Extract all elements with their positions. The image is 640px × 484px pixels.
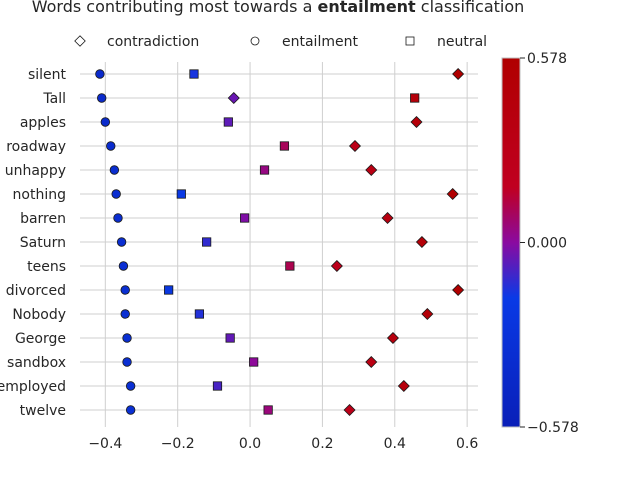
series-contradiction — [227, 67, 465, 417]
y-tick-label: employed — [0, 379, 66, 395]
contradiction-point — [330, 259, 343, 273]
legend-marker — [250, 36, 260, 46]
y-tick-label: unhappy — [5, 163, 66, 179]
neutral-point — [410, 93, 420, 103]
entailment-point — [95, 69, 105, 79]
contradiction-point — [365, 355, 378, 369]
colorbar: 0.578 0.000 −0.578 — [501, 51, 579, 436]
neutral-point — [259, 165, 270, 175]
neutral-point — [176, 189, 186, 199]
entailment-point — [116, 237, 127, 247]
colorbar-tick-label: 0.578 — [527, 51, 567, 67]
contradiction-point — [452, 67, 465, 81]
contradiction-point — [446, 187, 459, 201]
entailment-point — [113, 213, 123, 223]
chart-title-suffix: classification — [416, 0, 525, 16]
contradiction-point — [343, 403, 356, 417]
contradiction-point — [452, 283, 465, 297]
x-tick-label: −0.2 — [161, 436, 195, 452]
y-tick-label: apples — [20, 115, 66, 131]
y-tick-label: barren — [20, 211, 66, 227]
y-tick-label: George — [15, 331, 66, 347]
contradiction-point — [381, 211, 394, 225]
colorbar-tick-label: 0.000 — [527, 236, 567, 252]
entailment-point — [106, 141, 116, 151]
y-tick-label: sandbox — [7, 355, 66, 371]
contradiction-point — [421, 307, 434, 321]
contradiction-point — [410, 115, 423, 129]
chart-title: Words contributing most towards a entail… — [32, 0, 525, 16]
entailment-point — [118, 261, 129, 271]
entailment-point — [122, 333, 132, 343]
legend-label: contradiction — [107, 34, 199, 50]
grid — [80, 62, 478, 427]
x-tick-label: 0.4 — [384, 436, 406, 452]
x-tick-label: −0.4 — [88, 436, 122, 452]
x-tick-label: 0.2 — [311, 436, 333, 452]
colorbar-tick-label: −0.578 — [527, 420, 579, 436]
contradiction-point — [415, 235, 428, 249]
legend-label: neutral — [437, 34, 487, 50]
entailment-point — [111, 189, 121, 199]
legend-marker — [74, 35, 86, 47]
contradiction-point — [227, 91, 240, 105]
legend: contradiction entailment neutral — [74, 34, 487, 50]
neutral-point — [263, 405, 273, 415]
entailment-point — [120, 285, 130, 295]
entailment-point — [109, 165, 120, 175]
entailment-point — [125, 381, 136, 391]
neutral-point — [212, 381, 223, 391]
entailment-point — [97, 93, 107, 103]
neutral-point — [194, 309, 204, 319]
neutral-point — [223, 117, 233, 127]
legend-item-entailment: entailment — [250, 34, 358, 50]
entailment-point — [120, 309, 130, 319]
axes: −0.4 −0.2 0.0 0.2 0.4 0.6 silent Tall apples road… — [0, 67, 478, 452]
legend-item-contradiction: contradiction — [74, 34, 199, 50]
contradiction-point — [397, 379, 410, 393]
y-tick-label: twelve — [20, 403, 66, 419]
y-tick-label: teens — [27, 259, 66, 275]
series-neutral — [164, 69, 420, 415]
y-tick-label: Nobody — [12, 307, 66, 323]
series-entailment — [95, 69, 136, 415]
y-tick-label: roadway — [6, 139, 66, 155]
neutral-point — [202, 237, 212, 247]
contradiction-point — [365, 163, 378, 177]
legend-label: entailment — [282, 34, 358, 50]
entailment-point — [125, 405, 136, 415]
neutral-point — [225, 333, 235, 343]
x-tick-label: 0.6 — [456, 436, 478, 452]
y-tick-label: nothing — [13, 187, 66, 203]
y-tick-label: silent — [28, 67, 67, 83]
entailment-point — [122, 357, 132, 367]
legend-item-neutral: neutral — [405, 34, 487, 50]
neutral-point — [249, 357, 259, 367]
neutral-point — [279, 141, 290, 151]
neutral-point — [164, 285, 174, 295]
neutral-point — [189, 69, 199, 79]
legend-marker — [405, 36, 415, 46]
chart-title-bold: entailment — [317, 0, 416, 16]
contradiction-point — [386, 331, 399, 345]
neutral-point — [240, 213, 250, 223]
x-tick-label: 0.0 — [239, 436, 261, 452]
contradiction-point — [348, 139, 362, 153]
marks — [95, 67, 465, 417]
chart-title-prefix: Words contributing most towards a — [32, 0, 318, 16]
neutral-point — [285, 261, 295, 271]
y-tick-label: Tall — [42, 91, 66, 107]
y-tick-label: Saturn — [20, 235, 66, 251]
y-tick-label: divorced — [6, 283, 66, 299]
entailment-point — [100, 117, 111, 127]
colorbar-gradient — [501, 57, 521, 428]
